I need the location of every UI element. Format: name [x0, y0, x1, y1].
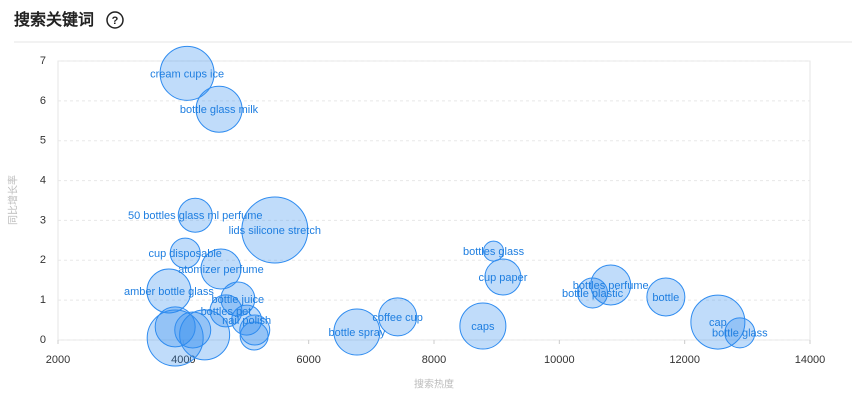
x-tick-label: 2000 — [46, 354, 70, 366]
bubble-label: nail polish — [222, 315, 271, 327]
bubble-label: 50 bottles glass ml perfume — [128, 210, 263, 222]
bubble — [690, 294, 746, 350]
bubble — [577, 277, 609, 309]
bubble-label: bottles glass — [463, 246, 525, 258]
bubble-label: atomizer perfume — [178, 264, 264, 276]
help-icon-text[interactable]: ? — [112, 15, 119, 27]
x-tick-label: 12000 — [669, 354, 700, 366]
y-axis-label: 同比增长率 — [7, 175, 20, 225]
x-axis-label: 搜索热度 — [414, 378, 454, 391]
bubble — [169, 237, 201, 269]
y-tick-label: 4 — [40, 174, 46, 186]
bubble-label: bottles perfume — [573, 280, 649, 292]
bubble-label: bottle glass milk — [180, 104, 259, 116]
bubble — [590, 264, 632, 306]
y-tick-label: 6 — [40, 95, 46, 107]
bubble-label: amber bottle glass — [124, 286, 214, 298]
y-tick-label: 1 — [40, 294, 46, 306]
bubble — [231, 304, 263, 336]
y-tick-label: 3 — [40, 214, 46, 226]
bubble — [195, 85, 243, 133]
bubble-label: bottles pet — [201, 306, 252, 318]
bubble — [239, 321, 269, 351]
bubble-label: bottle juice — [212, 294, 265, 306]
x-tick-label: 4000 — [171, 354, 195, 366]
x-tick-label: 10000 — [544, 354, 575, 366]
bubble — [239, 314, 271, 346]
bubble-label: cup paper — [478, 272, 527, 284]
bubble-label: cup disposable — [149, 248, 222, 260]
bubble — [484, 258, 522, 296]
y-tick-label: 7 — [40, 55, 46, 67]
x-tick-label: 8000 — [422, 354, 446, 366]
bubble-label: lids silicone stretch — [229, 225, 321, 237]
y-tick-label: 5 — [40, 135, 46, 147]
bubble-label: coffee cup — [372, 312, 423, 324]
bubble-label: bottle glass — [712, 328, 768, 340]
bubble-label: cap — [709, 317, 727, 329]
bubble — [146, 309, 204, 367]
bubble — [333, 308, 381, 356]
help-icon[interactable] — [106, 11, 124, 29]
y-tick-label: 0 — [40, 334, 46, 346]
bubble — [241, 196, 309, 264]
bubble — [146, 268, 192, 314]
bubble-label: caps — [471, 321, 495, 333]
bubble — [724, 317, 756, 349]
x-tick-label: 6000 — [296, 354, 320, 366]
bubble — [378, 297, 418, 337]
bubble-label: cream cups ice — [150, 68, 224, 80]
bubble — [220, 281, 256, 317]
bubble — [159, 45, 215, 101]
bubble — [174, 311, 212, 349]
bubble-label: bottle spray — [328, 327, 385, 339]
bubble — [459, 302, 507, 350]
bubble — [646, 277, 686, 317]
bubble — [177, 197, 213, 233]
bubble-label: bottle — [652, 292, 679, 304]
y-tick-label: 2 — [40, 254, 46, 266]
x-tick-label: 14000 — [795, 354, 826, 366]
bubble — [179, 309, 231, 361]
bubble — [209, 294, 243, 328]
bubble — [200, 248, 242, 290]
section-title: 搜索关键词 — [14, 10, 94, 29]
bubble-label: bottle plastic — [562, 288, 624, 300]
